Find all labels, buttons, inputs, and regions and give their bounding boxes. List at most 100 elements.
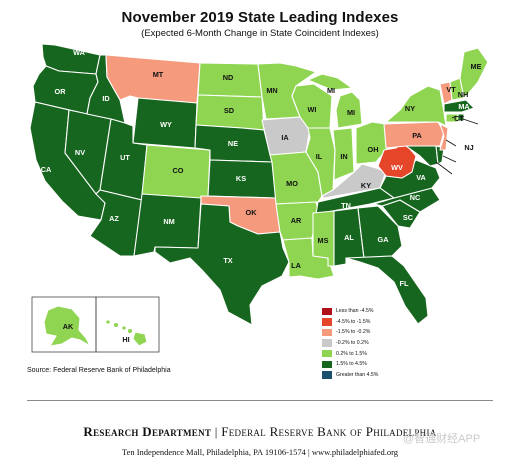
- legend-label: 1.5% to 4.5%: [336, 361, 367, 368]
- label-mt: MT: [153, 70, 164, 79]
- source-note: Source: Federal Reserve Bank of Philadel…: [27, 367, 171, 374]
- label-al: AL: [344, 233, 354, 242]
- footer-address: Ten Independence Mall, Philadelphia, PA …: [121, 447, 399, 457]
- label-wa: WA: [73, 48, 85, 57]
- label-ar: AR: [291, 216, 302, 225]
- label-wy: WY: [160, 120, 172, 129]
- state-ma: [443, 99, 475, 113]
- label-ia: IA: [281, 133, 289, 142]
- department-name: Research Department: [83, 424, 212, 439]
- label-va: VA: [416, 173, 426, 182]
- hawaii-inset-frame: [95, 296, 160, 353]
- legend-item: 0.2% to 1.5%: [322, 348, 394, 359]
- label-nv: NV: [75, 148, 85, 157]
- map-subtitle: (Expected 6-Month Change in State Coinci…: [141, 28, 379, 39]
- label-ct: CT: [454, 114, 464, 123]
- footer-separator: |: [214, 424, 222, 439]
- label-nm: NM: [163, 217, 174, 226]
- label-ut: UT: [120, 153, 130, 162]
- state-ia: [261, 116, 311, 156]
- label-sc: SC: [403, 213, 414, 222]
- label-ak: AK: [63, 322, 74, 331]
- label-ms: MS: [318, 236, 329, 245]
- label-nh: NH: [458, 90, 469, 99]
- watermark: @智通财经APP: [403, 433, 481, 445]
- legend-item: 1.5% to 4.5%: [322, 359, 394, 370]
- legend-item: Greater than 4.5%: [322, 370, 394, 381]
- label-mi: MI: [347, 108, 355, 117]
- legend-swatch: [322, 349, 332, 358]
- state-hi: [105, 319, 148, 347]
- label-pa: PA: [412, 131, 422, 140]
- label-wi: WI: [308, 105, 317, 114]
- state-in: [332, 127, 355, 181]
- nj-leader-line: [445, 139, 457, 147]
- label-co: CO: [173, 166, 184, 175]
- md-leader-line: [435, 161, 453, 175]
- footer-divider: [27, 400, 493, 401]
- label-ca: CA: [41, 165, 52, 174]
- state-ak: [43, 305, 91, 347]
- label-nc: NC: [410, 193, 421, 202]
- label-az: AZ: [109, 214, 119, 223]
- label-ga: GA: [378, 235, 390, 244]
- state-ny: [385, 85, 447, 127]
- label-ky: KY: [361, 181, 371, 190]
- label-vt: VT: [446, 85, 456, 94]
- de-leader-line: [442, 155, 457, 163]
- state-ky: [321, 163, 387, 199]
- us-state-map: WA OR CA NV ID MT WY UT AZ CO NM ND SD N…: [29, 43, 490, 353]
- label-sd: SD: [224, 106, 234, 115]
- legend-label: 0.2% to 1.5%: [336, 350, 367, 357]
- state-ri: [457, 113, 465, 122]
- legend: Less than -4.5% -4.5% to -1.5% -1.5% to -0…: [322, 306, 394, 380]
- state-ga: [357, 205, 403, 259]
- legend-swatch: [322, 318, 332, 326]
- legend-swatch: [322, 360, 332, 369]
- label-nd: ND: [223, 73, 234, 82]
- legend-swatch: [322, 339, 332, 347]
- state-nj: [439, 123, 449, 151]
- label-mo: MO: [286, 179, 298, 188]
- label-or: OR: [55, 87, 67, 96]
- legend-label: -4.5% to -1.5%: [336, 318, 371, 325]
- label-il: IL: [316, 152, 323, 161]
- label-ok: OK: [246, 208, 258, 217]
- label-me: ME: [471, 62, 482, 71]
- label-mi-upper: MI: [327, 86, 335, 95]
- label-id: ID: [102, 94, 109, 103]
- state-mi: [335, 91, 363, 129]
- bank-name: Federal Reserve Bank of Philadelphia: [221, 424, 437, 439]
- label-wv: WV: [391, 163, 403, 172]
- state-mt: [105, 54, 201, 104]
- label-ks: KS: [236, 174, 246, 183]
- legend-item: -4.5% to -1.5%: [322, 317, 394, 328]
- state-me: [459, 47, 489, 99]
- legend-swatch: [322, 328, 332, 337]
- label-fl: FL: [400, 279, 409, 288]
- label-oh: OH: [368, 145, 379, 154]
- legend-label: -0.2% to 0.2%: [336, 340, 369, 347]
- legend-swatch: [322, 371, 332, 379]
- footer-department: Research Department | Federal Reserve Ba…: [0, 424, 520, 440]
- label-nj: NJ: [464, 143, 473, 152]
- ri-leader-line: [462, 118, 479, 125]
- legend-item: Less than -4.5%: [322, 306, 394, 317]
- label-ne: NE: [228, 139, 238, 148]
- legend-swatch: [322, 307, 332, 316]
- state-tx: [154, 203, 290, 326]
- map-title: November 2019 State Leading Indexes: [121, 9, 399, 26]
- label-ny: NY: [405, 104, 415, 113]
- legend-label: -1.5% to -0.2%: [336, 329, 371, 336]
- label-in: IN: [340, 152, 347, 161]
- ct-leader-line: [451, 115, 457, 119]
- state-fl: [345, 255, 429, 325]
- legend-label: Greater than 4.5%: [336, 371, 379, 378]
- label-la: LA: [291, 261, 301, 270]
- label-ri: RI: [482, 122, 489, 131]
- label-hi: HI: [122, 335, 129, 344]
- legend-item: -0.2% to 0.2%: [322, 338, 394, 349]
- legend-item: -1.5% to -0.2%: [322, 327, 394, 338]
- label-mn: MN: [266, 86, 277, 95]
- legend-label: Less than -4.5%: [336, 308, 374, 315]
